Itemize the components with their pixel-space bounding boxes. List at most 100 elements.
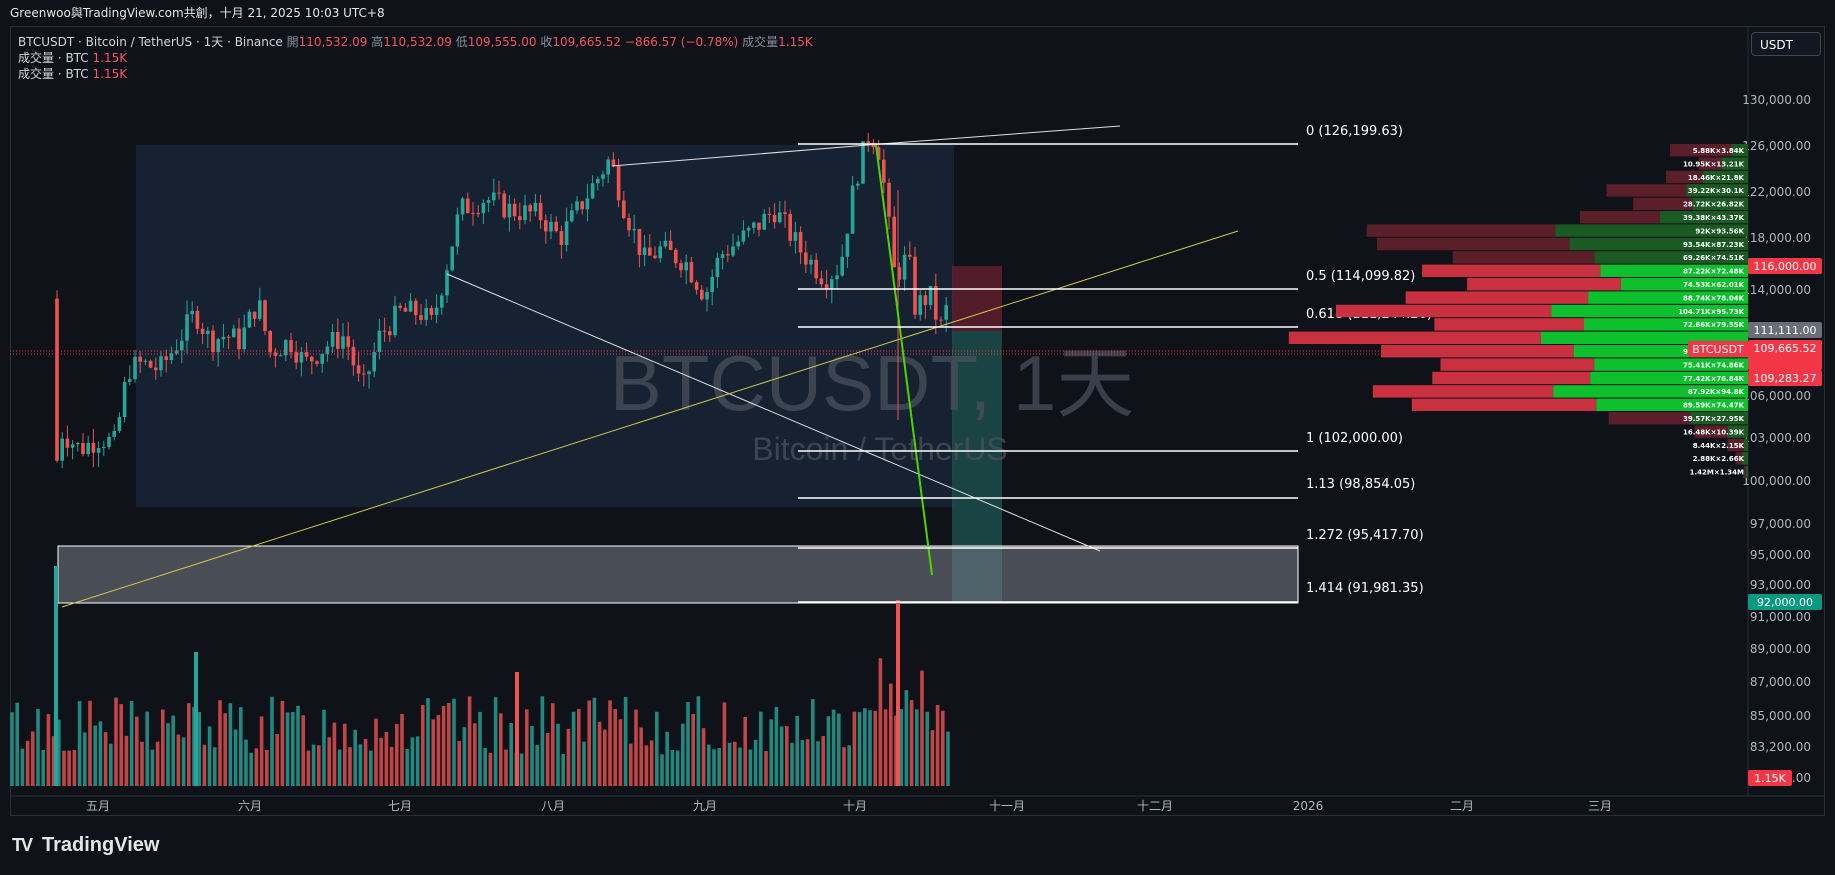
volume-bar: [592, 697, 597, 786]
candle-body: [450, 246, 454, 271]
candle-body: [216, 339, 220, 353]
volume-bar: [405, 748, 409, 786]
candle-body: [263, 300, 267, 331]
candle-body: [674, 249, 678, 264]
volume-bar: [327, 737, 331, 786]
volume-bar: [847, 745, 851, 786]
legend-high-label: 高: [371, 35, 384, 49]
candle-body: [330, 331, 335, 347]
volume-bar: [223, 713, 227, 786]
volume-bar: [896, 600, 900, 786]
candle-body: [814, 259, 818, 279]
candle-body: [549, 221, 553, 232]
candle-body: [804, 252, 808, 265]
candle-body: [185, 314, 189, 341]
volume-bar: [119, 704, 123, 786]
candle-body: [559, 231, 564, 245]
candle-body: [460, 198, 465, 215]
x-tick-label: 五月: [86, 799, 110, 813]
volume-bar: [384, 731, 389, 786]
volume-bar: [207, 726, 212, 786]
candle-body: [554, 221, 558, 232]
volume-profile-label: 16.48K×10.39K: [1683, 428, 1745, 436]
candle-body: [689, 262, 694, 283]
volume-bar: [233, 729, 238, 786]
volume-bar: [265, 749, 269, 786]
volume-bar: [124, 735, 129, 786]
volume-bar: [883, 709, 888, 786]
candle-body: [492, 192, 496, 201]
candle-body: [60, 438, 64, 461]
volume-profile-label: 39.57K×27.95K: [1683, 415, 1745, 423]
volume-bar: [795, 715, 799, 786]
volume-bar: [353, 729, 357, 786]
chart-frame[interactable]: [10, 26, 1825, 816]
descending-trendline: [446, 273, 1101, 552]
volume-profile-up-bar: [1721, 157, 1748, 170]
candle-body: [772, 214, 777, 223]
price-badge-label: 116,000.00: [1754, 260, 1817, 273]
volume-profile-up-bar: [1596, 398, 1748, 411]
volume-profile-label: 93.54K×87.23K: [1683, 241, 1745, 249]
tradingview-logo[interactable]: TV TradingView: [12, 834, 159, 857]
y-tick-label: 89,000.00: [1750, 642, 1811, 656]
candle-body: [91, 442, 96, 453]
candle-body: [351, 346, 356, 366]
candle-body: [237, 328, 241, 350]
legend-symbol[interactable]: BTCUSDT · Bitcoin / TetherUS · 1天 · Bina…: [18, 35, 283, 49]
candle-body: [414, 300, 418, 316]
legend-volume-indicator-1[interactable]: 成交量 · BTC: [18, 51, 89, 65]
volume-profile-down-bar: [1633, 197, 1693, 210]
volume-profile-down-bar: [1735, 452, 1742, 465]
volume-bar: [530, 725, 534, 786]
candle-body: [70, 444, 75, 448]
volume-bar: [831, 709, 836, 786]
volume-profile-down-bar: [1666, 170, 1703, 184]
candle-body: [746, 227, 751, 231]
price-badge: [1748, 370, 1822, 386]
y-tick-label: 93,000.00: [1750, 578, 1811, 592]
candle-body: [388, 331, 392, 336]
candle-body: [325, 346, 330, 354]
y-tick-label: 106,000.00: [1742, 389, 1811, 403]
candle-body: [143, 360, 148, 362]
candle-body: [679, 263, 683, 271]
currency-selector[interactable]: USDT: [1751, 32, 1821, 56]
candle-body: [533, 202, 538, 212]
candle-body: [632, 229, 636, 231]
volume-profile-up-bar: [1594, 358, 1748, 371]
volume-bar: [51, 736, 56, 786]
fib-trend-line: [875, 144, 933, 576]
upper-trendline-extension: [879, 125, 1121, 145]
volume-bar: [717, 748, 721, 786]
volume-bar: [140, 741, 144, 786]
volume-bar: [785, 726, 789, 786]
candle-body: [752, 222, 756, 228]
chart-legend: BTCUSDT · Bitcoin / TetherUS · 1天 · Bina…: [18, 34, 813, 82]
volume-bar: [852, 711, 857, 786]
candle-body: [575, 201, 579, 211]
y-tick-label: 85,000.00: [1750, 709, 1811, 723]
volume-bar: [670, 750, 675, 786]
candle-body: [55, 298, 59, 461]
legend-volume-indicator-2[interactable]: 成交量 · BTC: [18, 67, 89, 81]
candle-body: [892, 216, 896, 268]
candle-body: [523, 205, 527, 221]
volume-profile-label: 8.44K×2.15K: [1693, 442, 1745, 450]
volume-bar: [301, 715, 305, 786]
volume-bar: [655, 711, 659, 786]
volume-bar: [41, 749, 45, 786]
candle-body: [434, 307, 439, 315]
volume-profile-down-bar: [1422, 264, 1601, 277]
candle-body: [200, 328, 205, 334]
volume-bar: [218, 700, 222, 786]
volume-bar: [88, 700, 92, 786]
price-chart[interactable]: 130,000.00 126,000.00 122,000.00 118,000.00…: [0, 0, 1835, 816]
candle-body: [81, 443, 85, 455]
volume-bar: [623, 696, 628, 786]
candle-body: [809, 259, 813, 265]
volume-bar: [150, 749, 155, 786]
volume-bar: [348, 747, 352, 786]
volume-bar: [441, 705, 446, 786]
volume-bar: [483, 747, 487, 786]
